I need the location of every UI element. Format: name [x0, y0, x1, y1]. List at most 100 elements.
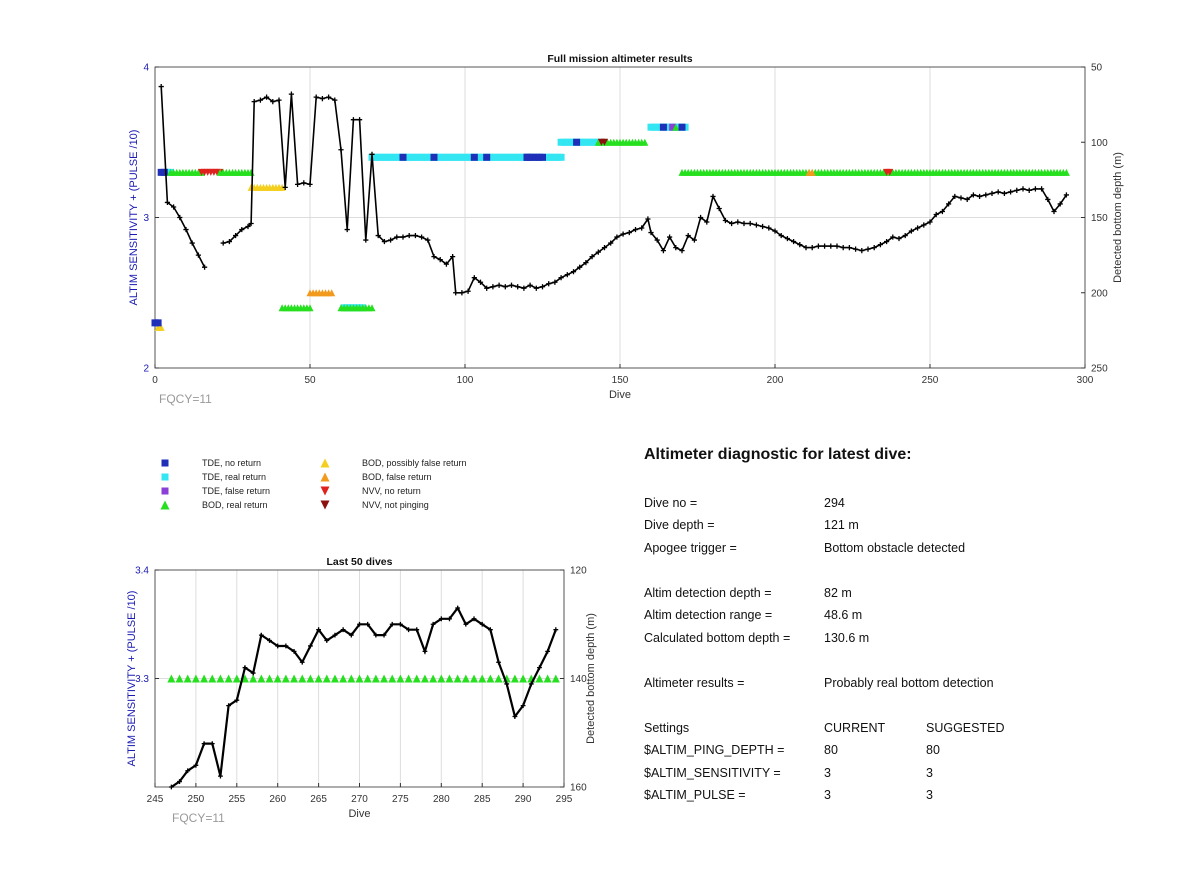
depth-point — [484, 285, 490, 291]
altimeter-marker — [470, 674, 479, 683]
depth-point — [828, 243, 834, 249]
x-tick-label: 300 — [1077, 375, 1094, 386]
depth-point — [425, 237, 431, 243]
depth-point — [601, 245, 608, 251]
depth-point — [375, 232, 381, 239]
altimeter-marker — [461, 674, 470, 683]
legend-marker — [160, 500, 170, 510]
apogee-trigger-value: Bottom obstacle detected — [824, 541, 966, 555]
depth-point — [809, 245, 815, 251]
setting-name: $ALTIM_PULSE = — [644, 788, 746, 802]
legend-marker — [161, 473, 169, 481]
altimeter-marker — [249, 674, 258, 683]
depth-point — [185, 768, 191, 774]
y2-tick-label: 100 — [1091, 138, 1108, 149]
depth-point — [487, 627, 493, 633]
depth-point — [307, 181, 313, 187]
depth-point — [859, 248, 865, 254]
altimeter-marker — [510, 674, 519, 683]
depth-point — [797, 241, 803, 248]
y2-tick-label: 50 — [1091, 63, 1103, 74]
depth-point — [319, 96, 325, 102]
y-tick-label: 3.3 — [135, 674, 149, 685]
altimeter-marker — [278, 183, 286, 191]
calculated-bottom-depth-label: Calculated bottom depth = — [644, 631, 791, 645]
altimeter-marker — [306, 674, 315, 683]
depth-point — [685, 232, 691, 239]
depth-point — [248, 220, 254, 227]
depth-point — [201, 741, 207, 746]
depth-point — [1063, 192, 1069, 198]
depth-point — [853, 246, 859, 252]
depth-point — [583, 260, 589, 266]
depth-point — [168, 784, 174, 790]
y-tick-label: 2 — [143, 364, 149, 375]
current-header: CURRENT — [824, 721, 886, 735]
depth-point — [772, 228, 778, 234]
legend-item-bod-real-return: BOD, real return — [160, 500, 320, 512]
depth-point — [553, 627, 559, 633]
depth-point — [288, 91, 294, 97]
depth-point — [716, 205, 722, 212]
legend-label: NVV, not pinging — [362, 500, 429, 510]
depth-point — [365, 621, 371, 627]
legend-label: NVV, no return — [362, 486, 421, 496]
depth-point — [270, 99, 276, 105]
altimeter-marker — [551, 674, 560, 683]
altimeter-marker — [388, 674, 397, 683]
setting-current: 3 — [824, 766, 831, 780]
x-tick-label: 0 — [152, 375, 158, 386]
depth-point — [283, 643, 289, 649]
altimeter-marker — [200, 674, 209, 683]
depth-point — [419, 234, 425, 240]
legend-swatch — [320, 500, 330, 510]
depth-point — [264, 94, 270, 100]
depth-point — [546, 281, 552, 287]
legend-swatch — [160, 500, 170, 510]
setting-name: $ALTIM_PING_DEPTH = — [644, 743, 785, 757]
x-tick-label: 290 — [515, 794, 532, 805]
depth-point — [406, 232, 412, 239]
altimeter-marker — [399, 153, 407, 161]
depth-point — [453, 290, 459, 296]
depth-point — [784, 235, 790, 242]
apogee-trigger-label: Apogee trigger = — [644, 541, 737, 555]
depth-point — [871, 245, 877, 251]
depth-point — [964, 196, 970, 203]
depth-point — [865, 246, 871, 252]
depth-point — [471, 275, 477, 281]
depth-point — [357, 117, 363, 123]
y2-tick-label: 250 — [1091, 364, 1108, 375]
x-tick-label: 250 — [188, 794, 205, 805]
marker-layer — [167, 674, 560, 683]
depth-point — [704, 219, 710, 225]
legend-swatch — [160, 458, 170, 468]
depth-point — [508, 282, 515, 288]
depth-point — [381, 632, 387, 638]
altimeter-marker — [573, 138, 581, 146]
depth-point — [164, 199, 170, 206]
depth-point — [332, 632, 338, 638]
altimeter-marker — [486, 674, 495, 683]
depth-point — [299, 659, 305, 665]
depth-point — [1039, 186, 1045, 192]
dive-depth-value: 121 m — [824, 518, 859, 532]
altimeter-results-label: Altimeter results = — [644, 676, 745, 690]
depth-point — [422, 648, 428, 654]
altimeter-marker — [224, 674, 233, 683]
altimeter-marker — [265, 674, 274, 683]
depth-point — [673, 245, 679, 251]
x-axis-label: Dive — [609, 389, 631, 401]
depth-point — [344, 226, 350, 233]
legend-marker — [320, 458, 330, 468]
depth-point — [340, 627, 346, 633]
altimeter-marker — [257, 674, 266, 683]
x-tick-label: 150 — [612, 375, 629, 386]
depth-point — [496, 659, 501, 665]
depth-point — [338, 147, 344, 153]
depth-point — [471, 616, 477, 622]
altimeter-marker — [601, 138, 608, 146]
depth-point — [614, 234, 620, 240]
depth-point — [698, 214, 704, 221]
altimeter-marker — [298, 674, 307, 683]
